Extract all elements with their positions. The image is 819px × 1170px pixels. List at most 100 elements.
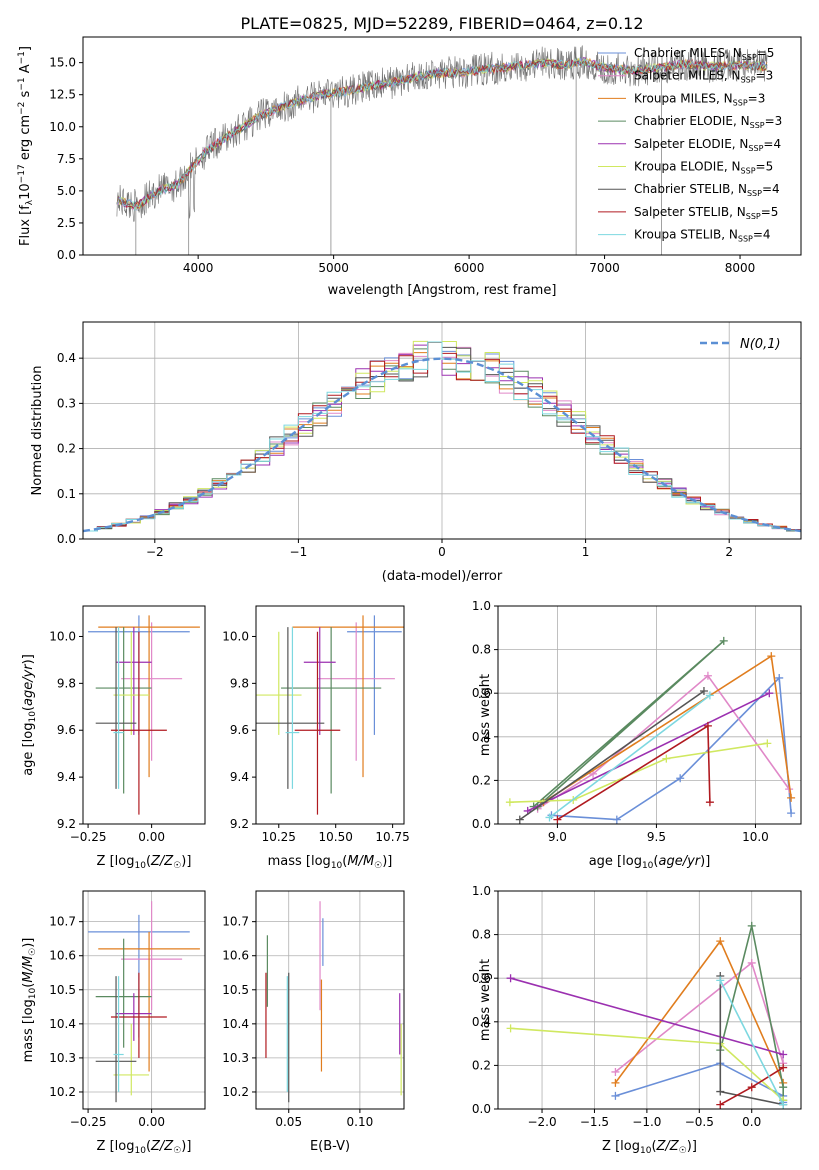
weight-marker (747, 1083, 756, 1092)
weight-marker (779, 1100, 788, 1109)
weight-marker (506, 974, 515, 983)
x-tick-label: 8000 (725, 261, 756, 275)
plot-area (88, 615, 200, 815)
x-tick-label: −0.25 (70, 830, 107, 844)
y-tick-label: 0.2 (472, 1058, 491, 1072)
legend-subscript: SSP (741, 167, 756, 176)
y-tick-label: 1.0 (472, 884, 491, 898)
weight-line-kroupa-stelib (549, 694, 711, 819)
weight-marker (703, 721, 712, 730)
legend-value: =4 (763, 137, 781, 151)
y-tick-label: 9.6 (57, 723, 76, 737)
y-axis-label: mass weight (478, 674, 493, 756)
x-tick-label: −2.0 (527, 1115, 556, 1129)
x-tick-label: 9.5 (647, 830, 666, 844)
x-tick-label: 10.25 (262, 830, 296, 844)
legend-entry: Chabrier ELODIE, NSSP=3 (634, 114, 782, 130)
x-axis-label: Z [log10(Z/Z☉)] (97, 854, 192, 871)
axes-frame (255, 890, 405, 1110)
y-tick-label: 10.3 (49, 1051, 76, 1065)
weight-line-chabrier-elodie (719, 925, 785, 1101)
y-axis-label: mass weight (478, 959, 493, 1041)
y-tick-label: 9.4 (57, 770, 76, 784)
histogram-step-kroupa-stelib (83, 341, 801, 532)
legend-value: =4 (762, 182, 780, 196)
weight-marker (787, 809, 796, 818)
weight-line-kroupa-elodie (509, 742, 768, 803)
y-tick-label: 10.5 (222, 983, 249, 997)
weight-marker (719, 636, 728, 645)
massweight-vs-age-panel: 9.0 9.5 10.0 0.0 0.2 0.4 0.6 0.8 1.0 age [log10(a… (472, 599, 802, 871)
mass-vs-metallicity-panel: −0.25 0.00 10.2 10.3 10.4 10.5 10.6 10.7 Z [log1… (21, 890, 206, 1156)
y-tick-label: 10.0 (49, 629, 76, 643)
spectrum-panel: 4000 5000 6000 7000 8000 0.0 2.5 5.0 7.5 10.0 12.5… (17, 36, 802, 298)
weight-marker (705, 798, 714, 807)
legend-entry-gaussian: N(0,1) (740, 337, 781, 352)
y-tick-label: 1.0 (472, 599, 491, 613)
weight-marker (545, 813, 554, 822)
weight-marker (515, 815, 524, 824)
x-tick-label: 9.0 (548, 830, 567, 844)
y-axis-label: Flux [fλ10−17 erg cm−2 s−1 A−1] (17, 46, 35, 246)
x-tick-label: 5000 (318, 261, 349, 275)
model-line-kroupa-elodie (116, 57, 768, 210)
axes-frame (82, 890, 206, 1110)
y-tick-label: 10.0 (222, 629, 249, 643)
y-tick-label: 9.2 (57, 817, 76, 831)
y-tick-label: 9.8 (230, 676, 249, 690)
y-tick-label: 0.4 (472, 730, 491, 744)
residuals-panel: −2 −1 0 1 2 0.0 0.1 0.2 0.3 0.4 N(0,1) (data-model)… (30, 321, 802, 584)
y-tick-label: 10.6 (49, 949, 76, 963)
x-axis-label: (data-model)/error (382, 569, 503, 584)
x-tick-label: −0.5 (685, 1115, 714, 1129)
legend-value: =3 (756, 69, 774, 83)
y-tick-label: 0.0 (472, 1102, 491, 1116)
weight-marker (716, 1087, 725, 1096)
axes-frame (497, 605, 802, 825)
y-axis-label: mass [log10(M/M☉)] (21, 938, 38, 1063)
y-tick-label: 10.3 (222, 1051, 249, 1065)
y-axis-label: Normed distribution (30, 366, 45, 496)
weight-marker (553, 815, 562, 824)
weight-marker (611, 1091, 620, 1100)
weight-line-chabrier-elodie (533, 640, 725, 808)
weight-marker (699, 687, 708, 696)
x-axis-label: E(B-V) (310, 1139, 350, 1154)
plot-area (88, 901, 200, 1103)
y-tick-label: 9.8 (57, 676, 76, 690)
y-tick-label: 10.0 (49, 120, 76, 134)
weight-marker (765, 689, 774, 698)
weight-line-salpeter-elodie (510, 977, 784, 1056)
legend-value: =5 (756, 160, 774, 174)
weight-marker (763, 739, 772, 748)
weight-marker (747, 958, 756, 967)
x-tick-label: 10.0 (742, 830, 769, 844)
x-tick-label: 0.00 (138, 1115, 165, 1129)
x-tick-label: −1.5 (580, 1115, 609, 1129)
y-tick-label: 0.2 (57, 442, 76, 456)
age-vs-metallicity-panel: −0.25 0.00 9.2 9.4 9.6 9.8 10.0 Z [log10(Z/Z☉)]… (21, 605, 206, 871)
gaussian-curve (83, 357, 801, 533)
weight-marker (611, 1067, 620, 1076)
y-tick-label: 10.4 (49, 1017, 76, 1031)
weight-marker (775, 673, 784, 682)
plot-area (265, 901, 402, 1103)
y-tick-label: 10.4 (222, 1017, 249, 1031)
legend-subscript: SSP (747, 189, 762, 198)
y-tick-label: 5.0 (57, 184, 76, 198)
x-tick-label: 4000 (183, 261, 214, 275)
x-tick-label: 0.10 (347, 1115, 374, 1129)
legend-value: =4 (753, 228, 771, 242)
y-axis-label: age [log10(age/yr)] (21, 654, 38, 776)
x-tick-label: 0 (438, 545, 446, 559)
y-tick-label: 10.7 (222, 915, 249, 929)
age-vs-mass-panel: 10.25 10.50 10.75 9.2 9.4 9.6 9.8 10.0 mass [log… (222, 605, 410, 871)
weight-marker (767, 652, 776, 661)
weight-marker (705, 691, 714, 700)
x-axis-label: wavelength [Angstrom, rest frame] (328, 283, 557, 298)
weight-marker (779, 1050, 788, 1059)
weight-line-kroupa-stelib (719, 980, 784, 1105)
weight-marker (703, 671, 712, 680)
y-tick-label: 0.0 (57, 532, 76, 546)
legend-entry: Chabrier MILES, NSSP=5 (634, 46, 774, 62)
